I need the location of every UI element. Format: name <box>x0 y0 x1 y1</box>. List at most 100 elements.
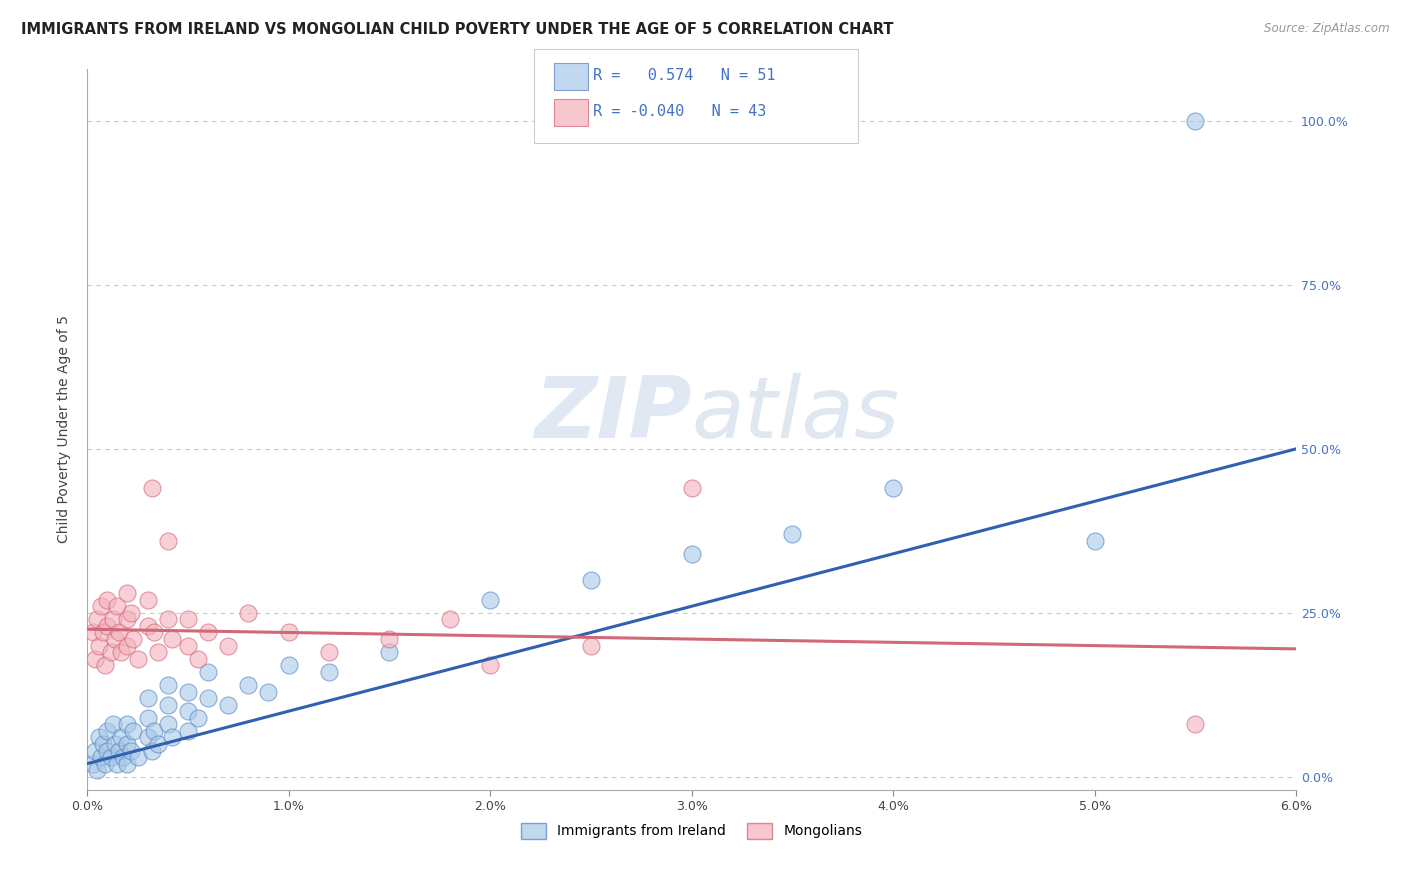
Point <box>177 639 200 653</box>
Text: IMMIGRANTS FROM IRELAND VS MONGOLIAN CHILD POVERTY UNDER THE AGE OF 5 CORRELATIO: IMMIGRANTS FROM IRELAND VS MONGOLIAN CHI… <box>21 22 894 37</box>
Point <box>96 723 118 738</box>
Point <box>105 756 128 771</box>
Text: R = -0.040   N = 43: R = -0.040 N = 43 <box>593 104 766 119</box>
Point <box>318 645 340 659</box>
Point <box>100 750 122 764</box>
Point <box>82 625 104 640</box>
Point <box>160 731 183 745</box>
Point <box>177 684 200 698</box>
Point <box>117 586 139 600</box>
Point <box>156 612 179 626</box>
Point <box>277 658 299 673</box>
Point <box>84 651 107 665</box>
Point <box>177 612 200 626</box>
Point <box>112 750 135 764</box>
Point <box>177 723 200 738</box>
Point <box>84 743 107 757</box>
Text: Source: ZipAtlas.com: Source: ZipAtlas.com <box>1264 22 1389 36</box>
Point <box>86 612 108 626</box>
Point <box>882 481 904 495</box>
Point <box>117 639 139 653</box>
Point <box>378 632 401 646</box>
Point <box>187 711 209 725</box>
Point <box>127 750 149 764</box>
Point <box>96 743 118 757</box>
Point <box>127 651 149 665</box>
Point <box>177 704 200 718</box>
Y-axis label: Child Poverty Under the Age of 5: Child Poverty Under the Age of 5 <box>58 315 72 543</box>
Point <box>91 737 114 751</box>
Point <box>681 481 703 495</box>
Point <box>117 737 139 751</box>
Point <box>579 639 602 653</box>
Point <box>160 632 183 646</box>
Point <box>146 645 169 659</box>
Point <box>238 678 260 692</box>
Point <box>277 625 299 640</box>
Point <box>121 743 143 757</box>
Point <box>156 717 179 731</box>
Point <box>156 533 179 548</box>
Point <box>105 599 128 614</box>
Point <box>117 612 139 626</box>
Point <box>439 612 461 626</box>
Point <box>104 632 127 646</box>
Point <box>1184 717 1206 731</box>
Point <box>122 723 145 738</box>
Point <box>142 625 165 640</box>
Point <box>146 737 169 751</box>
Point <box>122 632 145 646</box>
Point <box>108 743 131 757</box>
Point <box>94 658 117 673</box>
Point <box>110 645 132 659</box>
Point <box>96 592 118 607</box>
Point <box>257 684 280 698</box>
Point <box>197 691 219 706</box>
Text: atlas: atlas <box>692 373 900 457</box>
Point <box>318 665 340 679</box>
Point <box>217 639 239 653</box>
Point <box>96 619 118 633</box>
Point <box>86 763 108 777</box>
Point <box>378 645 401 659</box>
Point <box>104 737 127 751</box>
Point <box>197 665 219 679</box>
Point <box>141 481 163 495</box>
Point <box>238 606 260 620</box>
Point <box>103 717 125 731</box>
Point <box>479 592 502 607</box>
Point <box>197 625 219 640</box>
Point <box>100 645 122 659</box>
Point <box>156 698 179 712</box>
Point <box>121 606 143 620</box>
Point <box>1084 533 1107 548</box>
Point <box>217 698 239 712</box>
Point <box>108 625 131 640</box>
Point <box>103 612 125 626</box>
Point <box>681 547 703 561</box>
Point <box>479 658 502 673</box>
Point <box>142 723 165 738</box>
Point <box>94 756 117 771</box>
Point <box>136 731 159 745</box>
Point <box>91 625 114 640</box>
Point <box>187 651 209 665</box>
Text: ZIP: ZIP <box>534 373 692 457</box>
Point <box>782 527 804 541</box>
Point <box>89 639 111 653</box>
Point <box>89 731 111 745</box>
Point <box>156 678 179 692</box>
Point <box>136 592 159 607</box>
Text: R =   0.574   N = 51: R = 0.574 N = 51 <box>593 69 776 83</box>
Point <box>141 743 163 757</box>
Point <box>136 691 159 706</box>
Point <box>136 619 159 633</box>
Point <box>90 750 112 764</box>
Point <box>579 573 602 587</box>
Point <box>90 599 112 614</box>
Point <box>117 717 139 731</box>
Point <box>1184 114 1206 128</box>
Point <box>117 756 139 771</box>
Point <box>110 731 132 745</box>
Legend: Immigrants from Ireland, Mongolians: Immigrants from Ireland, Mongolians <box>516 817 868 844</box>
